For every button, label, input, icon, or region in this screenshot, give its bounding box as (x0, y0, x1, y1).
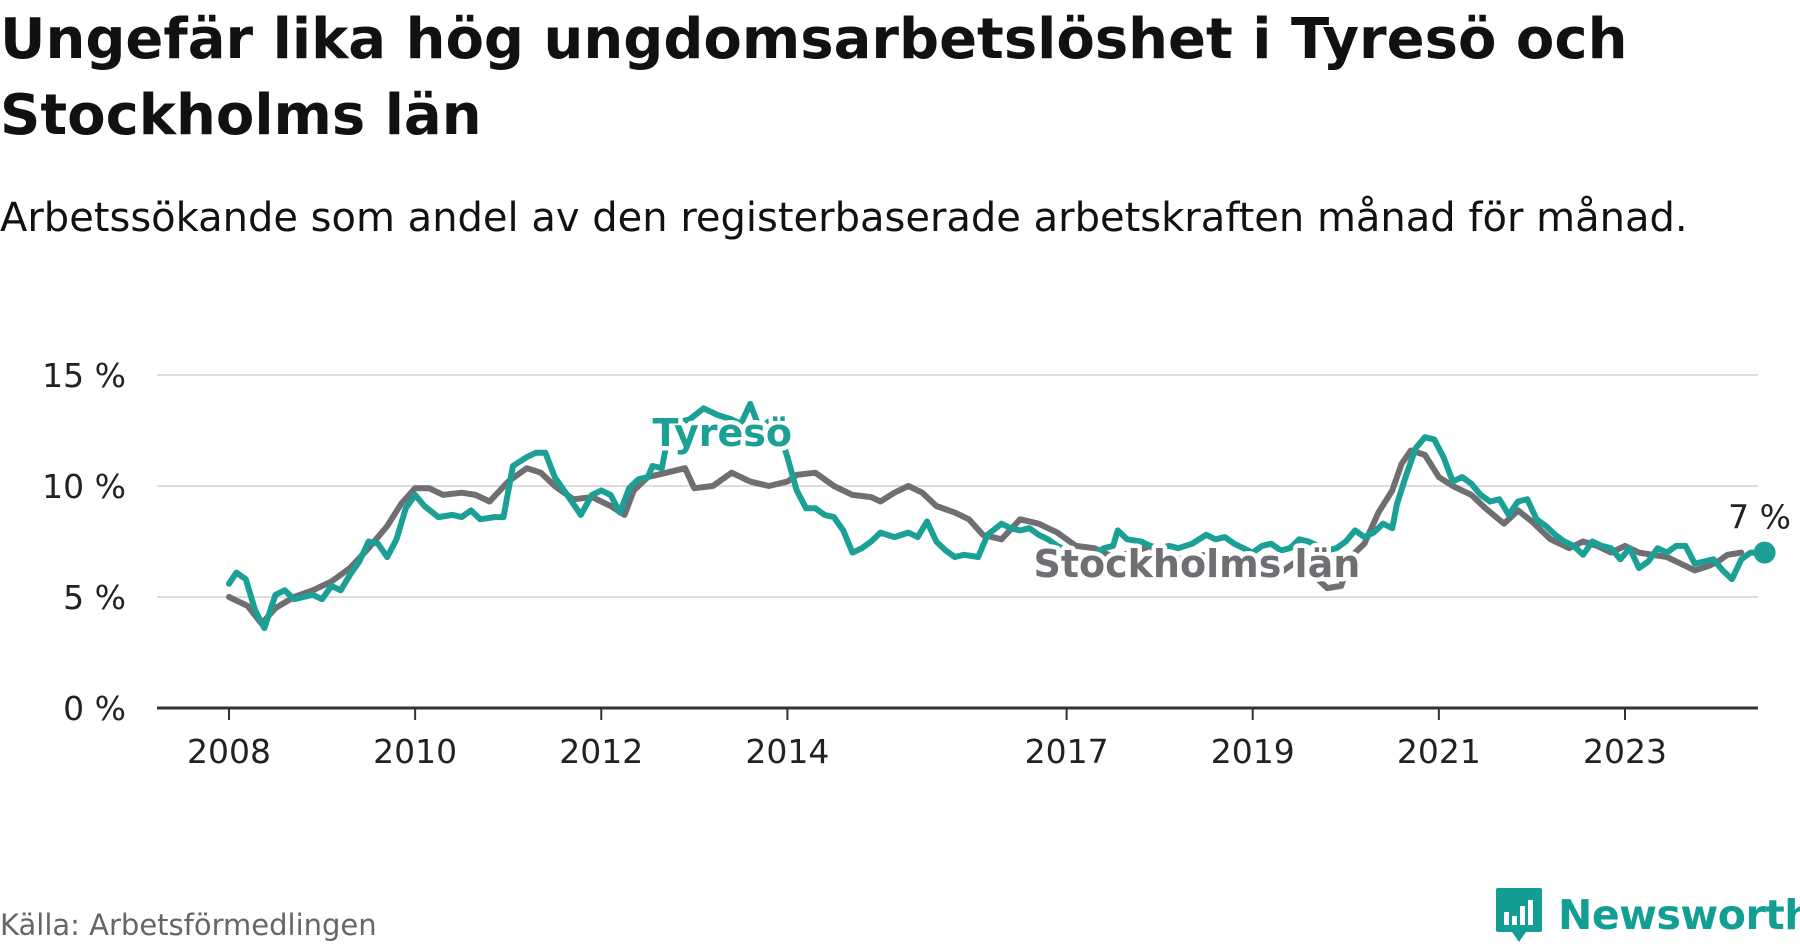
stockholms-lan-line (226, 447, 1745, 627)
x-tick-label: 2010 (373, 732, 457, 771)
chart-subtitle: Arbetssökande som andel av den registerb… (0, 195, 1688, 241)
source-note: Källa: Arbetsförmedlingen (0, 908, 377, 942)
newsworthy-logo-icon (1496, 888, 1542, 942)
series-label-tyreso: Tyresö (653, 411, 792, 455)
x-tick-label: 2017 (1025, 732, 1109, 771)
series-label-stockholm: Stockholms län (1033, 542, 1360, 586)
end-point-marker (1753, 541, 1776, 564)
x-tick-label: 2008 (187, 732, 271, 771)
newsworthy-logo[interactable]: Newsworthy (1494, 884, 1800, 946)
x-tick-label: 2019 (1211, 732, 1295, 771)
end-value-label: 7 % (1728, 498, 1791, 537)
x-tick-label: 2012 (559, 732, 643, 771)
x-tick-label: 2023 (1583, 732, 1667, 771)
series-label-tyreso-halo: Tyresö (653, 411, 792, 455)
y-tick-label: 15 % (42, 356, 126, 395)
series-label-stockholm-halo: Stockholms län (1033, 542, 1360, 586)
y-tick-label: 0 % (63, 689, 126, 728)
x-tick-label: 2021 (1397, 732, 1481, 771)
brand-name: Newsworthy (1558, 891, 1800, 939)
y-tick-label: 10 % (42, 467, 126, 506)
chart-title: Ungefär lika hög ungdomsarbetslöshet i T… (0, 7, 1628, 148)
x-tick-label: 2014 (745, 732, 829, 771)
y-tick-label: 5 % (63, 578, 126, 617)
tyreso-line (226, 400, 1768, 632)
